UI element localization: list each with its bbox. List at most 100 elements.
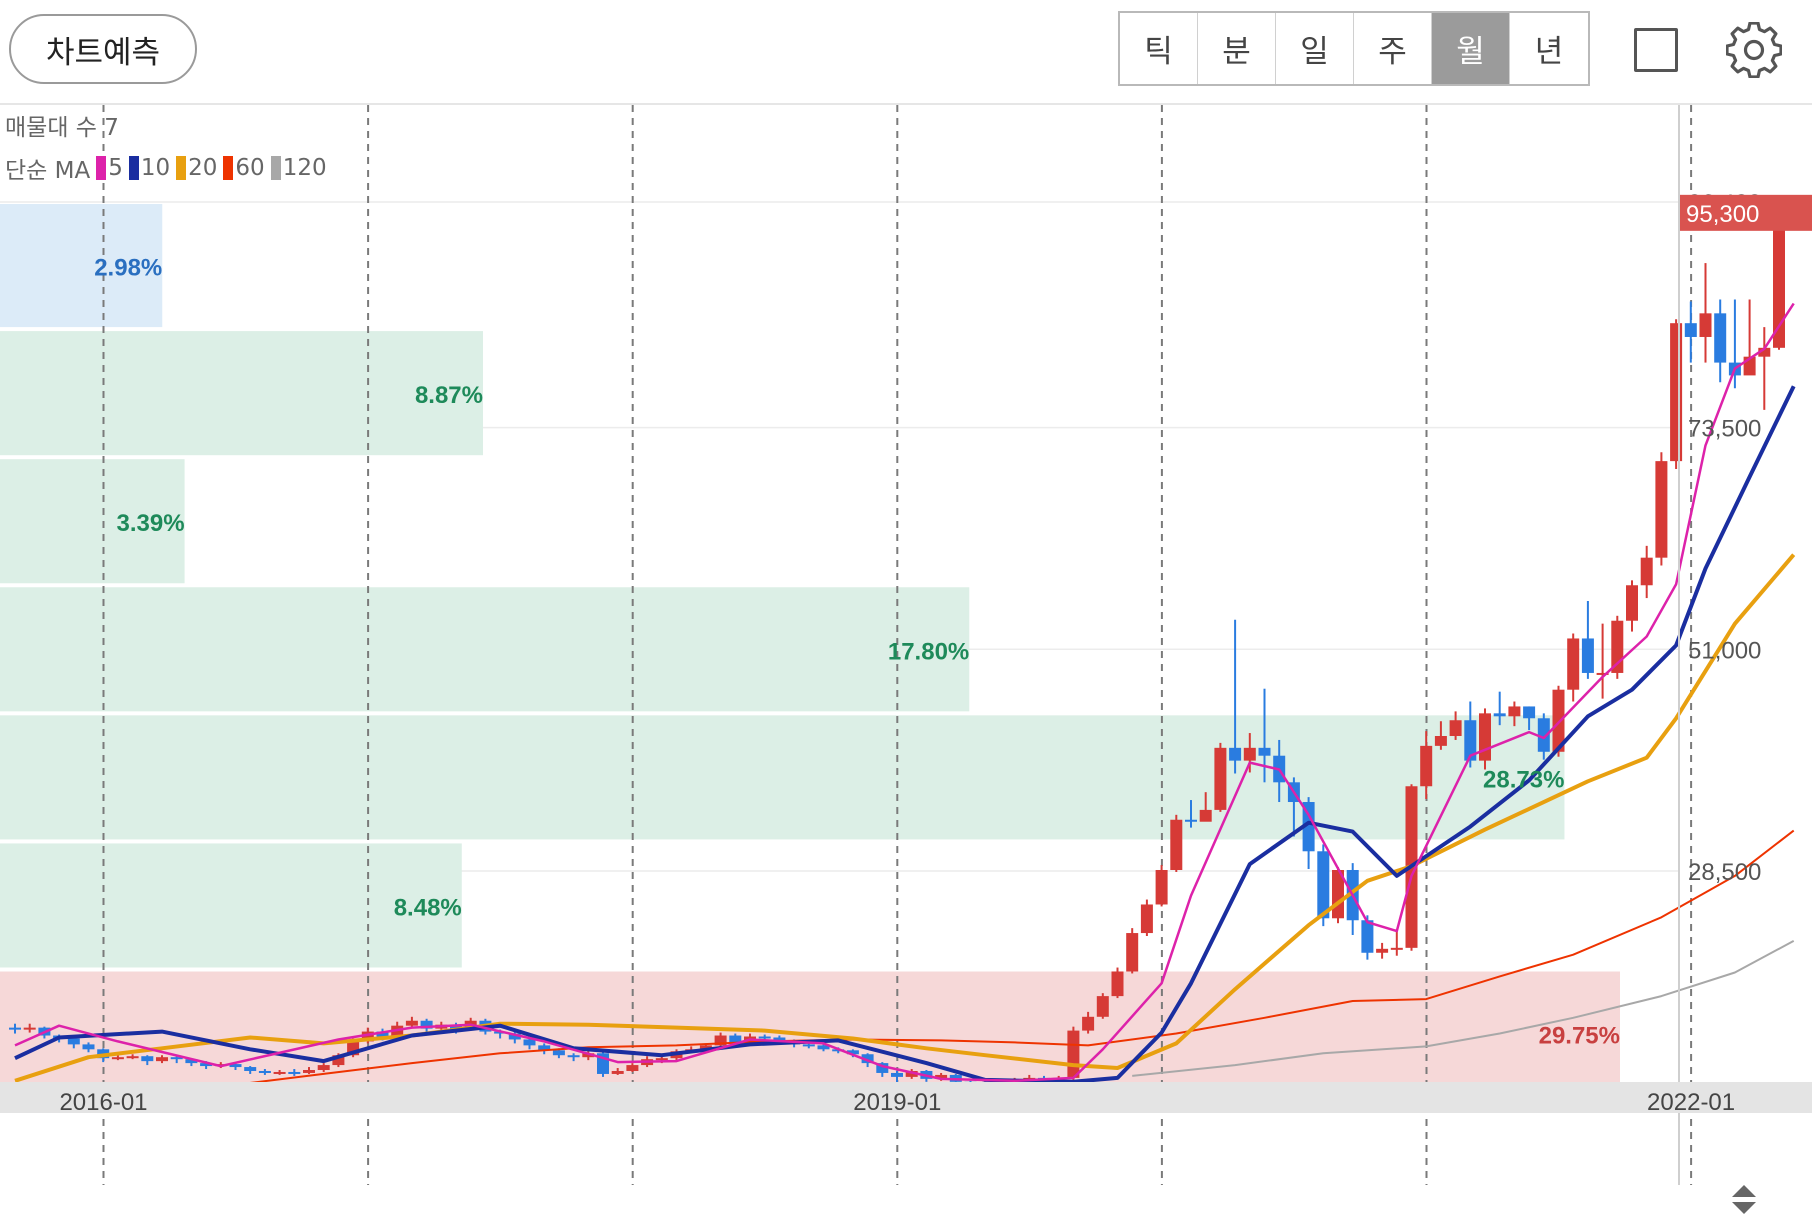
candle (273, 1070, 286, 1075)
square-icon[interactable] (1634, 28, 1678, 72)
candle (1229, 619, 1242, 774)
candle-body (905, 1070, 918, 1077)
candle (1567, 633, 1580, 702)
candle-body (126, 1056, 139, 1059)
y-tick-label: 73,500 (1688, 416, 1761, 443)
ma10-label: 10 (140, 155, 171, 181)
candle-body (376, 1031, 389, 1037)
volume-profile-bar (0, 204, 163, 328)
candle (1376, 942, 1389, 959)
candle-body (288, 1071, 301, 1074)
chart-forecast-button[interactable]: 차트예측 (9, 14, 197, 84)
x-tick-label: 2016-01 (59, 1089, 147, 1116)
tab-tick[interactable]: 틱 (1120, 13, 1198, 84)
volume-profile-bar (0, 459, 185, 584)
arrow-up-icon (1732, 1185, 1756, 1197)
ma120-swatch (270, 156, 281, 180)
tab-minute[interactable]: 분 (1198, 13, 1276, 84)
candle-body (1243, 747, 1256, 761)
candle-body (1567, 638, 1580, 690)
volume-profile-label: 29.75% (1539, 1022, 1620, 1049)
price-chart[interactable]: 29.75%8.48%28.73%17.80%3.39%8.87%2.98%5,… (0, 105, 1812, 1218)
ma120-label: 120 (282, 155, 327, 181)
candle-body (1449, 720, 1462, 737)
candle (1508, 701, 1521, 727)
candle-body (935, 1074, 948, 1079)
candle (1743, 299, 1756, 376)
candle-body (1199, 809, 1212, 822)
candle (1243, 733, 1256, 773)
candle-body (714, 1035, 727, 1046)
tab-month[interactable]: 월 (1432, 13, 1510, 84)
candle (1140, 899, 1153, 937)
candle (1434, 721, 1447, 750)
tab-week[interactable]: 주 (1354, 13, 1432, 84)
candle (288, 1069, 301, 1076)
candle (567, 1053, 580, 1062)
candle (1170, 814, 1183, 872)
candle-body (450, 1024, 462, 1030)
candle-body (1376, 948, 1389, 953)
candle (229, 1063, 242, 1071)
candle (1185, 800, 1197, 828)
ma-legend: 단순 MA 5 10 20 60 120 (5, 151, 331, 185)
candle-body (1596, 672, 1609, 675)
gear-icon[interactable] (1726, 22, 1782, 78)
candle-body (1523, 706, 1536, 719)
candle (1728, 299, 1741, 389)
ma120-line (1132, 940, 1795, 1077)
candle-body (758, 1036, 771, 1039)
candle-body (773, 1037, 786, 1042)
candle (1302, 797, 1315, 870)
candle-body (861, 1054, 874, 1064)
candle (1420, 731, 1433, 800)
candle-body (626, 1065, 639, 1071)
candle (1699, 263, 1712, 363)
ma10-swatch (128, 156, 139, 180)
candle-body (1714, 313, 1727, 363)
candle (303, 1067, 315, 1074)
candle-body (1699, 313, 1712, 337)
candle-body (111, 1057, 124, 1060)
candle-body (1420, 745, 1433, 787)
tab-year[interactable]: 년 (1510, 13, 1588, 84)
candle-body (200, 1063, 213, 1067)
candle (1493, 691, 1506, 726)
candle-body (170, 1057, 183, 1060)
ma20-swatch (176, 156, 187, 180)
candle-body (1508, 706, 1521, 717)
candle-body (1464, 720, 1477, 761)
candle (1390, 929, 1403, 956)
candle (611, 1068, 624, 1075)
candle-body (1773, 212, 1785, 348)
candle-body (876, 1063, 889, 1073)
candle-body (273, 1071, 286, 1074)
scroll-handle-icon[interactable] (1732, 1185, 1756, 1214)
volume-profile-label: 8.87% (415, 382, 483, 409)
candle (1596, 623, 1609, 699)
candle (1581, 601, 1594, 679)
current-price-tag (1680, 194, 1812, 231)
ma5-label: 5 (108, 155, 123, 181)
ma60-label: 60 (235, 155, 265, 181)
tab-day[interactable]: 일 (1276, 13, 1354, 84)
candle-body (1684, 323, 1697, 337)
volume-profile-label: 17.80% (888, 638, 969, 665)
candle (405, 1016, 418, 1028)
ma60-line (147, 829, 1795, 1098)
candle-body (1655, 461, 1668, 558)
candle-body (1258, 747, 1271, 756)
candle (9, 1023, 21, 1034)
candle-body (303, 1070, 315, 1073)
candle-body (567, 1055, 580, 1058)
candle (1640, 545, 1653, 599)
candle-body (141, 1056, 154, 1062)
candle (538, 1043, 551, 1055)
candle-body (552, 1050, 565, 1056)
candle-body (1140, 904, 1153, 934)
candle-body (1758, 347, 1771, 357)
candle-body (420, 1020, 433, 1029)
candle-body (1082, 1016, 1095, 1031)
candle-body (582, 1053, 595, 1058)
candle-body (1155, 869, 1168, 905)
